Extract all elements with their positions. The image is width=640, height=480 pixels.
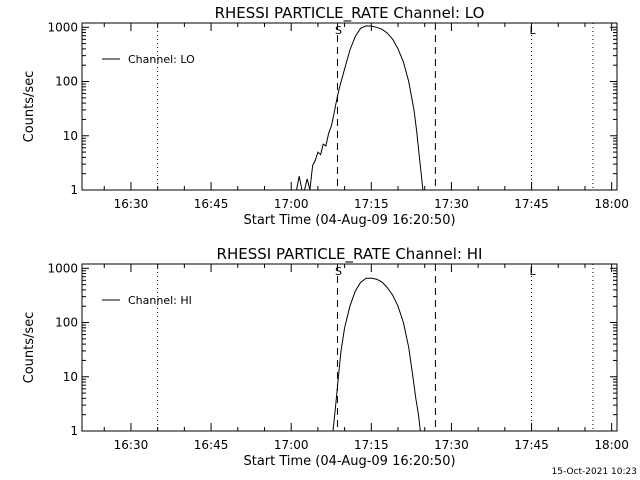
x-tick-label: 18:00 [594, 197, 629, 211]
x-axis-label: Start Time (04-Aug-09 16:20:50) [243, 213, 455, 228]
x-tick-label: 16:45 [194, 438, 229, 452]
plot-frame [81, 263, 618, 432]
panel-lo: RHESSI PARTICLE_RATE Channel: LO 1 10 100 10… [22, 4, 629, 228]
series-line [296, 25, 424, 191]
y-axis-label: Counts/sec [22, 71, 37, 143]
x-tick-label: 16:45 [194, 197, 229, 211]
x-tick-label: 16:30 [114, 438, 149, 452]
y-tick-label: 1 [70, 424, 78, 438]
marker-label: S [335, 24, 342, 37]
y-tick-label: 10 [63, 370, 78, 384]
marker-label: L [529, 265, 536, 278]
legend-label: Channel: LO [128, 53, 195, 66]
legend-label: Channel: HI [128, 294, 192, 307]
y-tick-label: 100 [55, 316, 78, 330]
y-axis-label: Counts/sec [22, 312, 37, 384]
x-tick-label: 16:30 [114, 197, 149, 211]
x-tick-label: 17:00 [274, 438, 309, 452]
x-tick-label: 17:30 [434, 438, 469, 452]
x-tick-label: 17:30 [434, 197, 469, 211]
y-tick-label: 1000 [47, 20, 78, 34]
y-tick-label: 1 [70, 183, 78, 197]
y-tick-label: 1000 [47, 261, 78, 275]
footer-timestamp: 15-Oct-2021 10:23 [552, 467, 637, 477]
marker-label: S [335, 265, 342, 278]
x-tick-label: 18:00 [594, 438, 629, 452]
chart-title: RHESSI PARTICLE_RATE Channel: HI [217, 245, 483, 264]
chart-title: RHESSI PARTICLE_RATE Channel: LO [215, 4, 485, 23]
x-tick-label: 17:15 [354, 197, 389, 211]
x-tick-label: 17:45 [514, 438, 549, 452]
x-tick-label: 17:45 [514, 197, 549, 211]
y-tick-label: 10 [63, 129, 78, 143]
y-tick-label: 100 [55, 75, 78, 89]
panel-hi: RHESSI PARTICLE_RATE Channel: HI 1 10 100 10… [22, 245, 629, 469]
x-axis-label: Start Time (04-Aug-09 16:20:50) [243, 454, 455, 469]
plot-frame [81, 22, 618, 191]
marker-label: L [529, 24, 536, 37]
x-tick-label: 17:15 [354, 438, 389, 452]
x-tick-label: 17:00 [274, 197, 309, 211]
series-line [332, 277, 421, 432]
